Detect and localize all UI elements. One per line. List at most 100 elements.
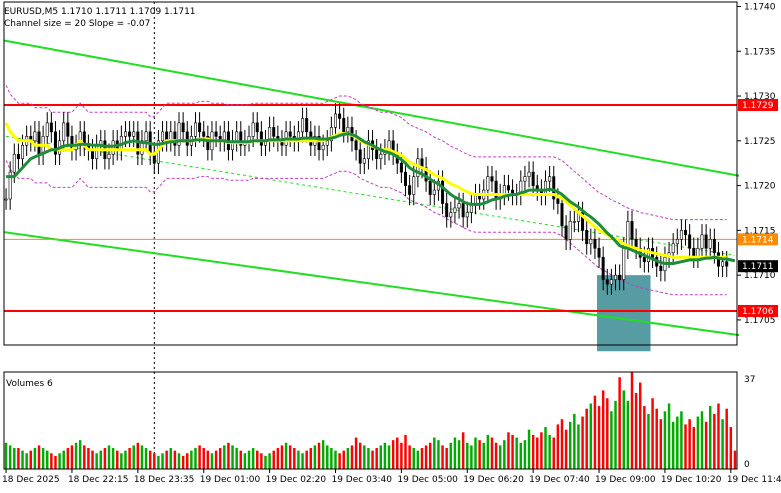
time-tick-label: 19 Dec 02:20 bbox=[266, 475, 327, 485]
candle bbox=[4, 188, 8, 210]
candle-body bbox=[255, 122, 259, 133]
candle bbox=[523, 165, 527, 192]
candle-body bbox=[202, 131, 206, 137]
candle bbox=[593, 228, 597, 260]
candle bbox=[630, 210, 634, 251]
candle-body bbox=[185, 131, 189, 146]
bollinger-lower bbox=[5, 160, 727, 296]
candle-body bbox=[375, 149, 379, 160]
candle-body bbox=[128, 131, 132, 137]
candle-body bbox=[342, 118, 346, 133]
candle bbox=[333, 103, 337, 139]
candle-body bbox=[642, 256, 646, 263]
time-tick-label: 19 Dec 06:20 bbox=[463, 475, 524, 485]
volume-axis-min-label: 0 bbox=[744, 460, 750, 470]
candle bbox=[589, 228, 593, 255]
candle bbox=[585, 219, 589, 255]
candle bbox=[721, 250, 725, 277]
candle-body bbox=[4, 198, 8, 201]
candle bbox=[646, 237, 650, 273]
candle bbox=[346, 116, 350, 143]
candle-body bbox=[445, 203, 449, 218]
candle-body bbox=[725, 261, 729, 267]
candle bbox=[329, 116, 333, 152]
volume-panel bbox=[4, 372, 737, 469]
candle bbox=[688, 224, 692, 260]
candle-body bbox=[721, 261, 725, 267]
candle-body bbox=[173, 131, 177, 146]
level-label-1.1706: 1.1706 bbox=[742, 307, 774, 317]
candle-body bbox=[605, 279, 609, 285]
price-tick-label: 1.1720 bbox=[744, 182, 776, 192]
candle bbox=[399, 152, 403, 183]
candle bbox=[325, 130, 329, 157]
time-tick-label: 19 Dec 05:00 bbox=[397, 475, 458, 485]
candle bbox=[548, 165, 552, 192]
symbol-header: EURUSD,M5 1.1710 1.1711 1.1709 1.1711 bbox=[4, 7, 196, 17]
axes: 1.17401.17351.17301.17251.17201.17151.17… bbox=[2, 1, 781, 485]
candle-body bbox=[132, 131, 136, 137]
candle-body bbox=[506, 185, 510, 191]
channel-line-lower bbox=[3, 231, 740, 337]
level-label-1.1714: 1.1714 bbox=[742, 235, 774, 245]
level-label-box-1.1706 bbox=[738, 304, 778, 317]
candle-body bbox=[288, 131, 292, 137]
candle-body bbox=[494, 180, 498, 200]
candle bbox=[259, 121, 263, 157]
candle-body bbox=[198, 122, 202, 133]
candle bbox=[49, 112, 53, 143]
candle-body bbox=[704, 234, 708, 249]
candle-body bbox=[8, 171, 12, 200]
candle bbox=[177, 112, 181, 157]
candle bbox=[597, 237, 601, 268]
candle bbox=[53, 121, 57, 165]
candle-body bbox=[432, 189, 436, 195]
time-tick-label: 19 Dec 07:40 bbox=[529, 475, 590, 485]
candle bbox=[185, 121, 189, 157]
volume-title: Volumes 6 bbox=[6, 379, 53, 389]
candle-body bbox=[618, 274, 622, 280]
candle bbox=[206, 125, 210, 161]
candle bbox=[704, 224, 708, 260]
indicator-header: Channel size = 20 Slope = -0.07 bbox=[4, 19, 150, 29]
candle-body bbox=[259, 131, 263, 146]
candle-body bbox=[95, 144, 99, 160]
candle-body bbox=[441, 180, 445, 204]
candle-body bbox=[453, 207, 457, 213]
candle-body bbox=[568, 221, 572, 240]
candle bbox=[445, 192, 449, 228]
candle-body bbox=[62, 122, 66, 142]
candle-body bbox=[708, 239, 712, 249]
candle bbox=[428, 170, 432, 206]
candle bbox=[453, 197, 457, 224]
candle-body bbox=[675, 239, 679, 245]
candle-body bbox=[12, 153, 16, 173]
candle-body bbox=[679, 230, 683, 240]
candle-body bbox=[556, 198, 560, 204]
price-panel-frame bbox=[3, 1, 738, 346]
candle-body bbox=[465, 212, 469, 218]
candle-body bbox=[548, 176, 552, 182]
candle-body bbox=[404, 171, 408, 186]
candle bbox=[659, 255, 663, 282]
candle bbox=[255, 112, 259, 143]
level-label-box-1.1714 bbox=[738, 233, 778, 246]
time-tick-label: 18 Dec 2025 bbox=[2, 475, 60, 485]
candle-body bbox=[684, 230, 688, 236]
candle bbox=[684, 219, 688, 246]
candle-body bbox=[16, 153, 20, 160]
level-label-1.1711: 1.1711 bbox=[742, 262, 774, 272]
candle-body bbox=[428, 180, 432, 195]
price-tick-label: 1.1710 bbox=[744, 271, 776, 281]
candle bbox=[601, 246, 605, 291]
candle-body bbox=[609, 279, 613, 285]
candle bbox=[679, 219, 683, 251]
candle-body bbox=[66, 122, 70, 137]
candle-body bbox=[560, 203, 564, 227]
time-tick-label: 19 Dec 01:00 bbox=[200, 475, 261, 485]
candle-body bbox=[366, 140, 370, 160]
candle-body bbox=[457, 203, 461, 209]
candle bbox=[66, 112, 70, 148]
candle bbox=[490, 165, 494, 192]
time-tick-label: 19 Dec 03:40 bbox=[331, 475, 392, 485]
